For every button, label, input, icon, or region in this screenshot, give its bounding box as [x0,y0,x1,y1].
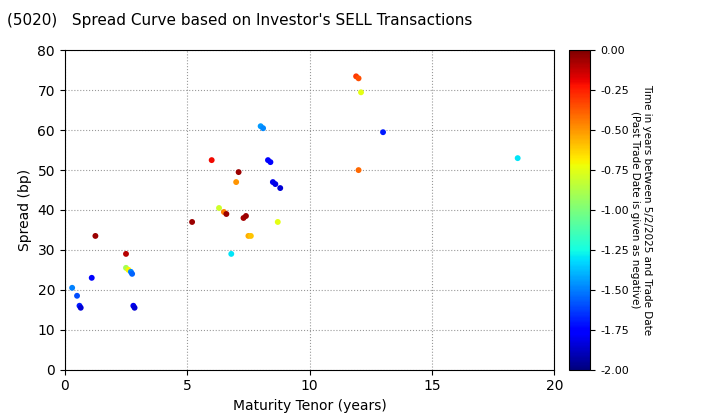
Point [351,73,362,80]
Point [355,89,366,96]
Point [377,129,389,136]
Point [86,275,97,281]
Point [240,213,252,219]
Point [255,123,266,129]
Point [127,270,138,277]
Point [512,155,523,161]
Point [120,250,132,257]
Point [122,266,134,273]
Text: Time in years between 5/2/2025 and Trade Date
(Past Trade Date is given as negat: Time in years between 5/2/2025 and Trade… [630,84,652,336]
Point [274,185,286,192]
Point [243,233,254,239]
Point [230,178,242,185]
Point [186,218,198,225]
Point [220,210,232,217]
Point [269,181,281,187]
Point [262,157,274,163]
X-axis label: Maturity Tenor (years): Maturity Tenor (years) [233,399,387,413]
Point [272,218,284,225]
Y-axis label: Spread (bp): Spread (bp) [18,169,32,251]
Point [89,233,101,239]
Point [129,304,140,311]
Point [353,167,364,173]
Point [206,157,217,163]
Point [353,75,364,81]
Point [218,209,230,215]
Point [233,169,244,176]
Point [75,304,86,311]
Point [225,250,237,257]
Point [257,125,269,131]
Point [66,284,78,291]
Point [120,265,132,271]
Point [238,215,249,221]
Text: (5020)   Spread Curve based on Investor's SELL Transactions: (5020) Spread Curve based on Investor's … [7,13,472,28]
Point [71,292,83,299]
Point [267,178,279,185]
Point [245,233,256,239]
Point [73,302,85,309]
Point [265,159,276,165]
Point [127,302,139,309]
Point [213,205,225,211]
Point [125,268,137,275]
